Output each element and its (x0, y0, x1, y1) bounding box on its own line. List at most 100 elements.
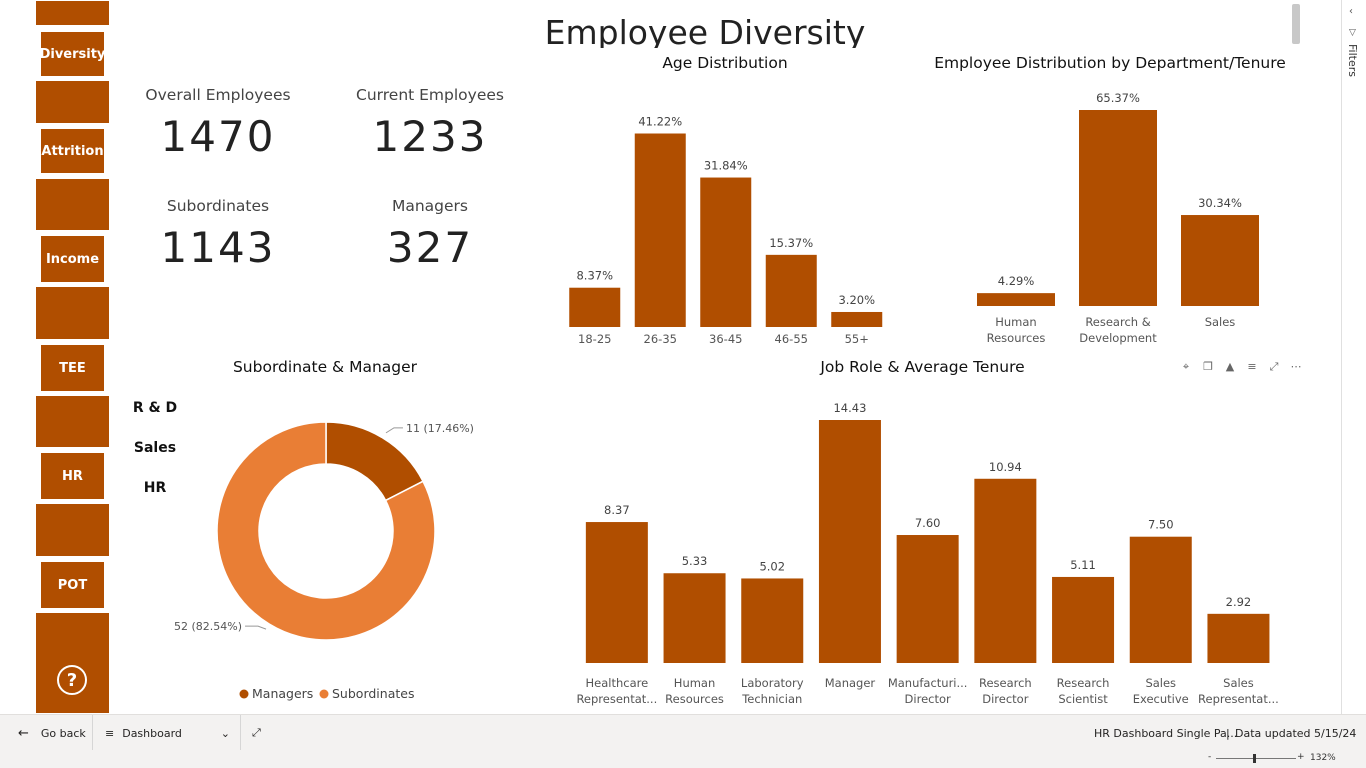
dept-chart-title: Employee Distribution by Department/Tenu… (934, 54, 1286, 72)
filters-pane[interactable]: ‹ ▽ (1341, 0, 1366, 714)
category-label: 55+ (845, 332, 869, 346)
leader-line (385, 427, 403, 434)
nav-block (35, 0, 110, 26)
data-label: 15.37% (769, 236, 813, 250)
scrollbar-thumb[interactable] (1292, 4, 1300, 44)
bar[interactable] (1207, 613, 1270, 663)
nav-block (35, 80, 110, 124)
filter-icon[interactable]: ≡ (1247, 360, 1257, 373)
data-label: 5.11 (1070, 558, 1096, 572)
bar[interactable] (585, 522, 648, 663)
category-label: Research & (1085, 315, 1150, 329)
bell-icon[interactable]: ▲ (1225, 360, 1235, 373)
zoom-slider[interactable] (1216, 758, 1296, 759)
nav-block (35, 178, 110, 231)
age-distribution-chart[interactable]: 8.37% 18-25 41.22% 26-35 31.84% 36-45 15.37% 46… (560, 85, 890, 350)
bar[interactable] (1129, 536, 1192, 663)
nav-block (35, 286, 110, 340)
category-label: Sales (1223, 676, 1254, 690)
bar[interactable] (700, 177, 752, 327)
bar[interactable] (569, 287, 621, 327)
bar[interactable] (896, 535, 959, 663)
category-label: Manufacturi... (888, 676, 968, 690)
visual-header: ⌖ ❐ ▲ ≡ ⤢ ⋯ (1180, 360, 1305, 376)
data-label: 8.37% (576, 269, 613, 283)
category-label: 26-35 (644, 332, 677, 346)
slice-label: 52 (82.54%) (174, 620, 242, 633)
bar[interactable] (765, 254, 817, 327)
bar[interactable] (1052, 576, 1115, 663)
nav-block (35, 503, 110, 557)
pin-icon[interactable]: ⌖ (1182, 360, 1190, 373)
current-employees-value: 1233 (372, 112, 488, 161)
expand-icon[interactable]: ⤢ (252, 726, 261, 739)
slicer-item-hr[interactable]: HR (143, 480, 167, 496)
legend-label: Managers (252, 686, 313, 701)
data-label: 14.43 (833, 401, 866, 415)
category-label: Scientist (1058, 692, 1108, 706)
subordinates-label: Subordinates (166, 197, 270, 215)
copy-icon[interactable]: ❐ (1203, 360, 1213, 373)
bar[interactable] (1079, 110, 1157, 306)
zoom-slider-thumb[interactable] (1253, 754, 1256, 763)
bar[interactable] (977, 293, 1055, 306)
data-label: 5.33 (682, 554, 708, 568)
data-label: 8.37 (604, 503, 630, 517)
subordinate-manager-donut-chart[interactable]: 11 (17.46%) 52 (82.54%) Managers Subordinat… (170, 385, 490, 705)
go-back-button[interactable]: ← Go back (18, 715, 86, 751)
zoom-in-icon[interactable]: + (1297, 752, 1305, 762)
nav-tee-button[interactable]: TEE (39, 343, 106, 393)
data-label: 3.20% (838, 293, 875, 307)
leader-line (245, 625, 267, 630)
help-panel: ? (35, 612, 110, 714)
category-label: Human (995, 315, 1036, 329)
slicer-item-sales[interactable]: Sales (133, 440, 177, 456)
page-selector-dropdown[interactable]: ≡ Dashboard ⌄ (105, 715, 230, 751)
category-label: Director (905, 692, 951, 706)
legend-marker (319, 689, 329, 699)
managers-value: 327 (386, 223, 474, 272)
nav-pot-button[interactable]: POT (39, 560, 106, 610)
nav-attrition-button[interactable]: Attrition (39, 127, 106, 175)
data-label: 2.92 (1226, 595, 1252, 609)
data-label: 10.94 (989, 460, 1022, 474)
data-label: 65.37% (1096, 91, 1140, 105)
focus-mode-icon[interactable]: ⤢ (1269, 360, 1279, 373)
nav-diversity-button[interactable]: Diversity (39, 30, 106, 78)
category-label: Healthcare (586, 676, 649, 690)
bar[interactable] (818, 420, 881, 663)
help-icon[interactable]: ? (57, 665, 87, 695)
nav-hr-button[interactable]: HR (39, 451, 106, 501)
more-options-icon[interactable]: ⋯ (1290, 360, 1302, 373)
category-label: Sales (1205, 315, 1236, 329)
job-role-tenure-chart[interactable]: 8.37 Healthcare Representat... 5.33 Human Res… (570, 390, 1290, 710)
donut-slice[interactable] (216, 421, 436, 641)
bar[interactable] (974, 478, 1037, 663)
category-label: 18-25 (578, 332, 611, 346)
go-back-label: Go back (40, 726, 86, 740)
report-name: HR Dashboard Single Pa... (1094, 726, 1238, 740)
category-label: Research (979, 676, 1032, 690)
status-bar: - + 132% (0, 750, 1366, 768)
department-distribution-chart[interactable]: 4.29% Human Resources 65.37% Research & Devel… (965, 85, 1275, 355)
nav-income-button[interactable]: Income (39, 234, 106, 284)
category-label: Laboratory (741, 676, 804, 690)
bar[interactable] (741, 578, 804, 663)
legend-label: Subordinates (332, 686, 414, 701)
slicer-item-rd[interactable]: R & D (132, 400, 178, 416)
current-employees-label: Current Employees (356, 86, 504, 104)
zoom-out-icon[interactable]: - (1208, 752, 1212, 762)
slice-label: 11 (17.46%) (406, 422, 474, 435)
chevron-left-icon[interactable]: ‹ (1349, 6, 1353, 17)
data-label: 7.60 (915, 516, 941, 530)
bar[interactable] (831, 311, 883, 327)
category-label: Director (982, 692, 1028, 706)
filters-label[interactable]: Filters (1346, 44, 1359, 77)
bar[interactable] (1181, 215, 1259, 306)
category-label: 36-45 (709, 332, 742, 346)
arrow-left-icon: ← (18, 725, 29, 741)
bar[interactable] (663, 573, 726, 663)
chevron-down-icon: ⌄ (220, 726, 230, 740)
category-label: Sales (1145, 676, 1176, 690)
bar[interactable] (634, 133, 686, 328)
